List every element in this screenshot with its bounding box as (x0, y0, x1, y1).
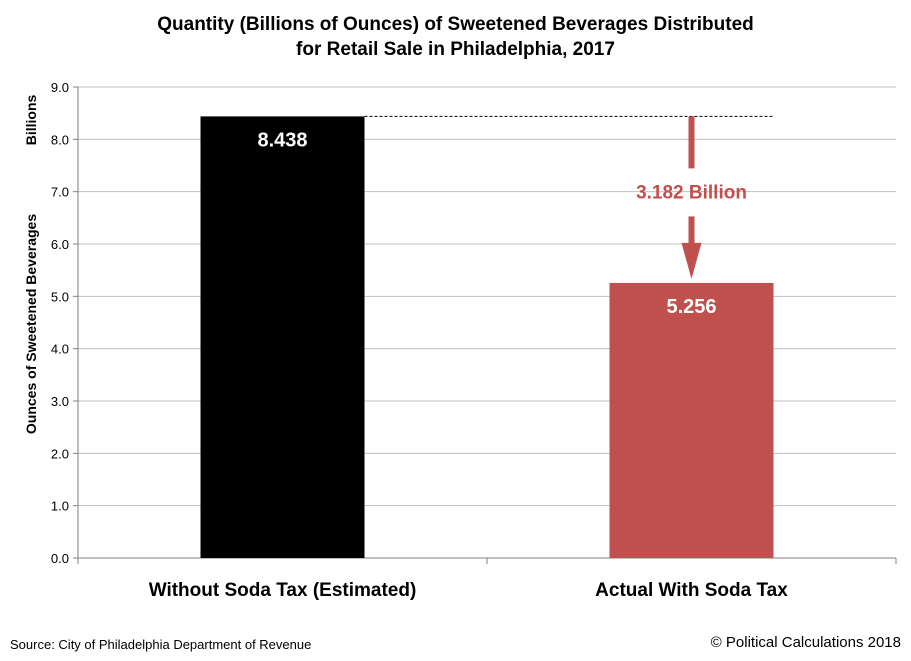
chart-title: Quantity (Billions of Ounces) of Sweeten… (0, 12, 911, 62)
y-tick-label: 1.0 (51, 499, 69, 514)
copyright-note: © Political Calculations 2018 (710, 634, 901, 651)
source-note: Source: City of Philadelphia Department … (10, 637, 312, 652)
y-tick-label: 3.0 (51, 394, 69, 409)
chart-title-line-2: for Retail Sale in Philadelphia, 2017 (296, 39, 615, 60)
bar-value-label: 5.256 (666, 296, 716, 318)
y-tick-label: 9.0 (51, 80, 69, 95)
y-tick-label: 0.0 (51, 551, 69, 566)
y-tick-label: 8.0 (51, 132, 69, 147)
y-tick-label: 6.0 (51, 237, 69, 252)
y-tick-label: 5.0 (51, 289, 69, 304)
y-axis-label: Ounces of Sweetened Beverages (23, 214, 39, 434)
y-tick-label: 4.0 (51, 342, 69, 357)
x-category-label: Actual With Soda Tax (595, 580, 788, 601)
y-tick-label: 2.0 (51, 446, 69, 461)
difference-annotation: 3.182 Billion (636, 182, 747, 203)
y-tick-label: 7.0 (51, 185, 69, 200)
x-category-label: Without Soda Tax (Estimated) (149, 580, 417, 601)
chart-title-line-1: Quantity (Billions of Ounces) of Sweeten… (157, 14, 754, 35)
y-axis-unit-label: Billions (23, 95, 39, 146)
arrow-head-icon (681, 242, 702, 279)
bar-2 (609, 282, 774, 558)
bar-1 (200, 116, 365, 559)
bar-value-label: 8.438 (257, 129, 307, 151)
